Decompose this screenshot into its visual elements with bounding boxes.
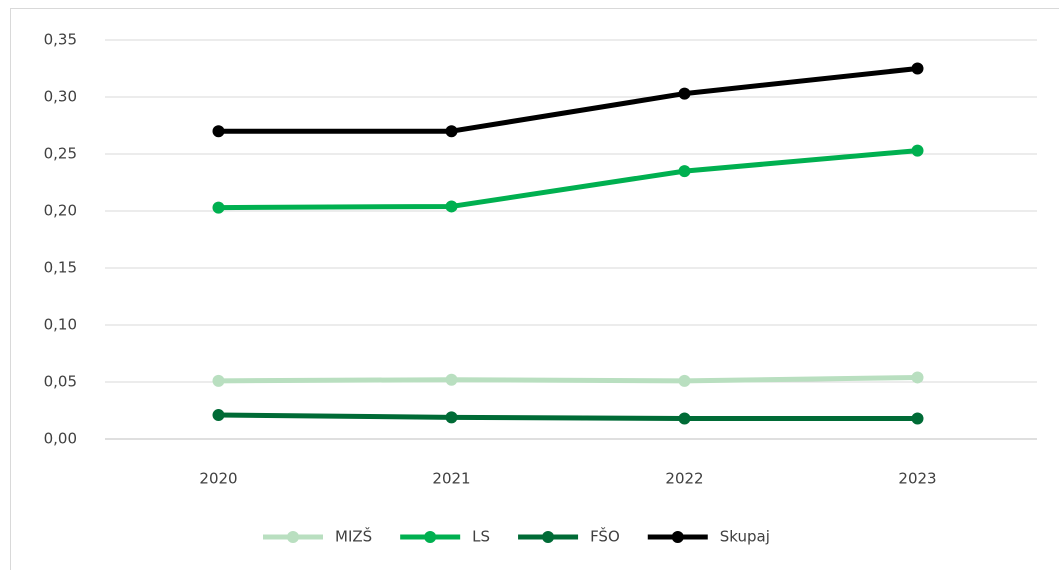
legend-label: Skupaj <box>720 528 770 546</box>
y-tick-label: 0,35 <box>44 31 77 49</box>
data-point <box>212 374 225 387</box>
data-point <box>678 412 691 425</box>
x-tick-label: 2022 <box>665 470 703 488</box>
data-point <box>445 373 458 386</box>
y-tick-label: 0,20 <box>44 202 77 220</box>
y-tick-label: 0,05 <box>44 373 77 391</box>
legend-swatch-dot <box>424 531 437 543</box>
legend-label: FŠO <box>590 527 620 546</box>
data-point <box>445 200 458 213</box>
data-point <box>678 165 691 178</box>
x-tick-label: 2020 <box>199 470 237 488</box>
data-point <box>212 125 225 138</box>
data-point <box>911 371 924 384</box>
series-line <box>218 148 918 211</box>
chart-frame <box>10 8 1059 570</box>
legend-swatch-dot <box>671 531 684 543</box>
x-tick-label: 2023 <box>898 470 936 488</box>
y-tick-label: 0,00 <box>44 430 77 448</box>
legend-label: MIZŠ <box>335 527 372 546</box>
series-line <box>218 412 918 421</box>
data-point <box>678 87 691 100</box>
legend-swatch-dot <box>287 531 299 543</box>
y-tick-label: 0,10 <box>44 316 77 334</box>
legend-swatch-dot <box>542 531 555 543</box>
data-point <box>212 201 225 214</box>
series-line <box>218 374 918 384</box>
data-point <box>911 62 924 75</box>
data-point <box>445 125 458 138</box>
y-tick-label: 0,25 <box>44 145 77 163</box>
y-tick-label: 0,30 <box>44 88 77 106</box>
data-point <box>445 411 458 424</box>
data-point <box>678 374 691 387</box>
data-point <box>911 144 924 157</box>
y-tick-label: 0,15 <box>44 259 77 277</box>
data-point <box>911 412 924 425</box>
series-line <box>218 66 918 134</box>
data-point <box>212 409 225 422</box>
legend-label: LS <box>472 528 490 546</box>
x-tick-label: 2021 <box>432 470 470 488</box>
